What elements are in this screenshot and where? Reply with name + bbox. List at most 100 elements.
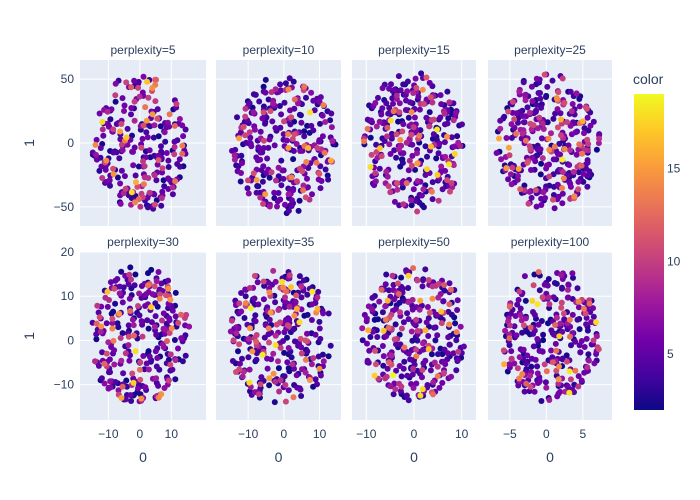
data-point (274, 203, 280, 210)
data-point (401, 358, 408, 365)
data-point (143, 129, 150, 136)
data-point (524, 352, 531, 359)
data-point (389, 95, 396, 102)
data-point (327, 342, 334, 349)
data-point (287, 107, 293, 114)
data-point (257, 381, 264, 388)
data-point (325, 176, 332, 183)
data-point (364, 340, 370, 347)
data-point (408, 197, 415, 204)
data-point (507, 322, 513, 329)
data-point (441, 369, 447, 376)
data-point (112, 98, 119, 105)
data-point (576, 141, 583, 148)
data-point (454, 133, 461, 140)
data-point (414, 160, 421, 167)
data-point (410, 90, 417, 96)
data-point (125, 281, 132, 288)
data-point (107, 182, 113, 189)
data-point (566, 368, 573, 375)
data-point (151, 172, 158, 179)
data-point (379, 85, 386, 92)
data-point (125, 322, 132, 329)
data-point (275, 358, 281, 365)
data-point (568, 342, 574, 349)
data-point (438, 308, 445, 315)
data-point (144, 317, 151, 324)
data-point (398, 383, 405, 390)
data-point (550, 331, 557, 338)
data-point (371, 316, 378, 323)
data-point (149, 111, 156, 118)
data-point (446, 341, 453, 348)
data-point (286, 272, 293, 279)
data-point (514, 365, 521, 372)
subplot-8: perplexity=100 −5 0 5 0 (488, 235, 612, 465)
y-tick-label: −10 (54, 378, 75, 392)
data-point (278, 111, 285, 118)
data-point (519, 371, 526, 378)
data-point (380, 327, 387, 334)
data-point (403, 392, 410, 399)
data-point (390, 108, 397, 115)
data-point (291, 312, 298, 319)
data-point (95, 309, 102, 316)
data-point (101, 360, 108, 367)
data-point (590, 337, 597, 344)
data-point (178, 335, 185, 342)
data-point (565, 142, 572, 149)
data-point (169, 307, 176, 314)
data-point (145, 270, 151, 277)
data-point (444, 120, 451, 127)
data-point (320, 310, 327, 317)
data-point (593, 319, 600, 326)
data-point (119, 383, 126, 390)
data-point (168, 325, 175, 332)
data-point (414, 150, 420, 157)
data-point (298, 283, 305, 290)
data-point (400, 150, 407, 157)
data-point (450, 117, 457, 124)
data-point (138, 318, 145, 325)
data-point (522, 137, 529, 144)
data-point (176, 156, 183, 163)
data-point (304, 311, 311, 318)
data-point (246, 379, 253, 386)
data-point (165, 175, 172, 182)
data-point (454, 297, 461, 304)
data-point (442, 167, 449, 174)
data-point (538, 104, 545, 111)
data-point (542, 195, 549, 201)
data-point (277, 377, 284, 384)
data-point (433, 155, 440, 162)
data-point (393, 131, 400, 138)
data-point (528, 83, 535, 90)
data-point (319, 112, 326, 119)
data-point (115, 387, 122, 394)
data-point (242, 113, 249, 120)
data-point (257, 128, 264, 135)
data-point (154, 161, 161, 168)
y-tick-label: 0 (67, 333, 74, 347)
data-point (157, 123, 164, 130)
x-tick-label: −10 (356, 427, 377, 441)
data-point (266, 203, 273, 210)
data-point (378, 286, 385, 293)
data-point (110, 149, 117, 156)
data-point (242, 300, 249, 306)
data-point (272, 378, 279, 385)
data-point (158, 202, 165, 209)
data-point (576, 326, 583, 333)
data-point (544, 83, 551, 90)
data-point (126, 271, 133, 278)
data-point (273, 321, 280, 328)
data-point (171, 337, 178, 343)
data-point (285, 86, 292, 93)
data-point (553, 347, 560, 354)
data-point (435, 197, 442, 204)
data-point (429, 179, 436, 186)
data-point (376, 118, 383, 125)
data-point (497, 125, 504, 132)
data-point (568, 108, 575, 115)
data-point (237, 360, 243, 367)
